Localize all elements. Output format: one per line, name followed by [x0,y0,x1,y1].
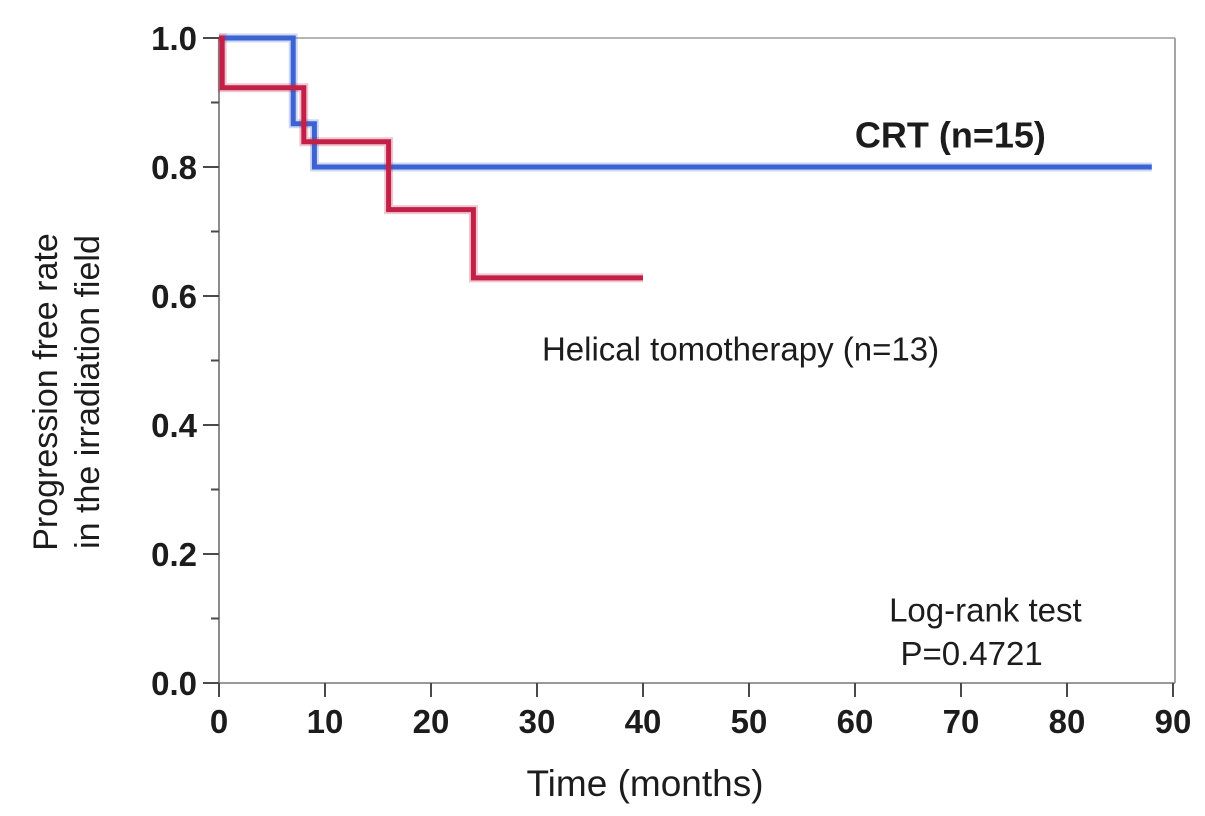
x-tick-label-20: 20 [413,703,450,740]
x-tick-label-90: 90 [1155,703,1192,740]
crt-series-label: CRT (n=15) [855,115,1046,156]
y-tick-label-0.4: 0.4 [151,407,198,444]
y-tick-label-0.8: 0.8 [151,149,197,186]
series-line-helical-tomotherapy [219,35,643,281]
x-tick-label-60: 60 [837,703,874,740]
x-tick-label-70: 70 [943,703,980,740]
x-tick-label-30: 30 [519,703,556,740]
tomotherapy-series-label: Helical tomotherapy (n=13) [542,331,939,368]
y-tick-label-0.2: 0.2 [151,536,197,573]
x-tick-label-0: 0 [210,703,228,740]
p-value-label: P=0.4721 [900,635,1042,672]
y-axis-title-line1: Progression free rate [27,233,65,551]
x-tick-label-80: 80 [1049,703,1086,740]
y-tick-label-0.6: 0.6 [151,278,197,315]
x-axis-title: Time (months) [526,763,763,804]
y-tick-label-0.0: 0.0 [151,665,197,702]
y-tick-label-1.0: 1.0 [151,20,197,57]
x-tick-label-40: 40 [625,703,662,740]
x-tick-label-10: 10 [307,703,344,740]
y-axis-title-line2: in the irradiation field [69,235,107,549]
series-halo-helical-tomotherapy [217,33,643,283]
x-tick-label-50: 50 [731,703,768,740]
logrank-test-label: Log-rank test [889,592,1082,629]
